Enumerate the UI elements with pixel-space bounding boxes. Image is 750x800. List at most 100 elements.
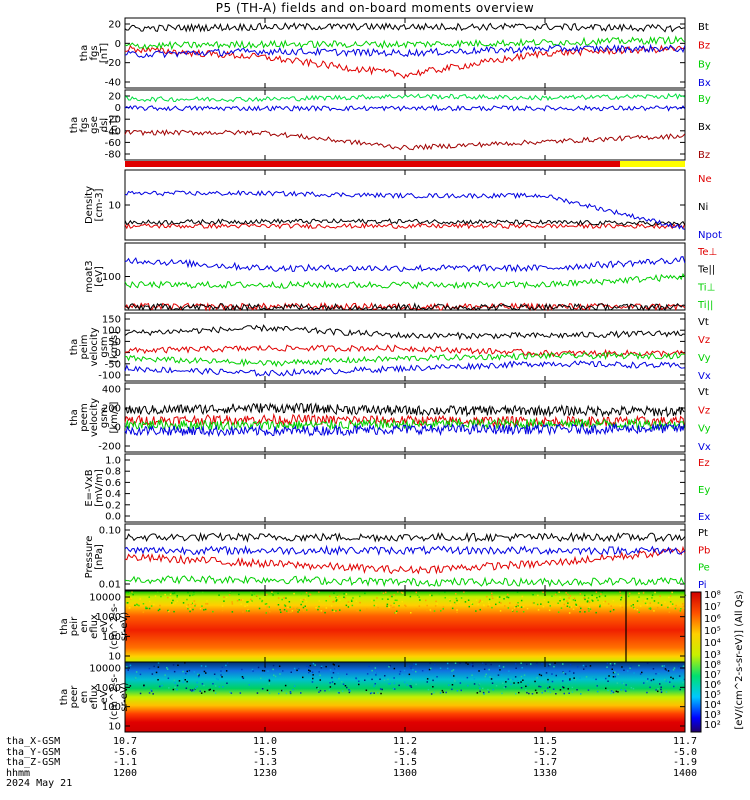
spectrogram-pixel xyxy=(126,666,128,668)
spectrogram-pixel xyxy=(127,591,129,593)
spectrogram-pixel xyxy=(575,603,577,605)
spectrogram-pixel xyxy=(541,692,543,694)
spectrogram-pixel xyxy=(176,596,178,598)
spectrogram-pixel xyxy=(639,605,642,607)
spectrogram-pixel xyxy=(460,597,463,599)
spectrogram-pixel xyxy=(132,593,134,596)
spectrogram-pixel xyxy=(256,595,258,597)
spectrogram-pixel xyxy=(168,687,170,689)
footer-value: 11.5 xyxy=(532,736,558,747)
spectrogram-pixel xyxy=(559,689,562,691)
spectrogram-pixel xyxy=(568,597,570,599)
spectrogram-pixel xyxy=(595,611,597,614)
ylabel-line: sr-eV) xyxy=(119,612,130,641)
spectrogram-pixel xyxy=(386,603,389,606)
spectrogram-pixel xyxy=(500,602,502,604)
spectrogram-pixel xyxy=(351,604,354,607)
spectrogram-pixel xyxy=(536,692,538,694)
spectrogram-pixel xyxy=(435,600,437,603)
spectrogram-pixel xyxy=(570,678,572,680)
spectrogram-pixel xyxy=(317,687,319,689)
spectrogram-pixel xyxy=(446,667,449,670)
spectrogram-pixel xyxy=(551,680,554,683)
spectrogram-pixel xyxy=(611,690,613,693)
colorbar-tick: 10⁴ xyxy=(704,700,721,711)
spectrogram-pixel xyxy=(246,601,248,603)
y-tick-label: -20 xyxy=(105,58,121,69)
spectrogram-pixel xyxy=(250,598,252,601)
spectrogram-pixel xyxy=(453,675,455,677)
spectrogram-pixel xyxy=(630,687,633,689)
spectrogram-pixel xyxy=(267,670,269,672)
spectrogram-pixel xyxy=(621,666,623,668)
legend-Pb: Pb xyxy=(698,545,710,556)
legend-Vx: Vx xyxy=(698,442,711,453)
spectrogram-pixel xyxy=(549,691,552,694)
spectrogram-pixel xyxy=(598,595,601,598)
spectrogram-pixel xyxy=(225,596,228,599)
spectrogram-pixel xyxy=(657,602,660,604)
spectrogram-pixel xyxy=(366,608,368,610)
spectrogram-pixel xyxy=(157,679,159,681)
spectrogram-pixel xyxy=(394,688,396,690)
spectrogram-pixel xyxy=(231,611,234,613)
spectrogram-pixel xyxy=(189,689,192,691)
spectrogram-pixel xyxy=(451,607,454,610)
footer-value: 11.0 xyxy=(252,736,278,747)
legend-Vx: Vx xyxy=(698,371,711,382)
spectrogram-pixel xyxy=(401,674,404,676)
spectrogram-pixel xyxy=(186,680,188,683)
spectrogram-pixel xyxy=(159,685,161,688)
spectrogram-pixel xyxy=(304,605,306,607)
spectrogram-pixel xyxy=(567,593,569,596)
spectrogram-pixel xyxy=(143,684,145,686)
spectrogram-pixel xyxy=(562,680,564,682)
spectrogram-pixel xyxy=(288,601,291,603)
spectrogram-pixel xyxy=(329,686,332,688)
spectrogram-pixel xyxy=(312,674,314,676)
spectrogram-pixel xyxy=(318,591,320,593)
spectrogram-pixel xyxy=(135,671,138,673)
spectrogram-pixel xyxy=(429,667,432,670)
spectrogram-pixel xyxy=(450,603,452,606)
spectrogram-pixel xyxy=(506,596,508,598)
spectrogram-pixel xyxy=(601,591,603,593)
spectrogram-pixel xyxy=(281,598,283,601)
spectrogram-pixel xyxy=(204,690,206,693)
spectrogram-pixel xyxy=(653,600,656,602)
spectrogram-pixel xyxy=(393,594,395,596)
spectrogram-pixel xyxy=(304,598,307,600)
spectrogram-pixel xyxy=(157,662,160,664)
spectrogram-pixel xyxy=(231,601,233,603)
spectrogram-pixel xyxy=(551,595,553,597)
spectrogram-pixel xyxy=(393,602,395,604)
spectrogram-pixel xyxy=(397,591,399,593)
spectrogram-pixel xyxy=(584,594,586,597)
spectrogram-pixel xyxy=(591,594,593,596)
spectrogram-pixel xyxy=(239,692,242,694)
spectrogram-pixel xyxy=(341,690,344,692)
spectrogram-pixel xyxy=(333,610,335,613)
spectrogram-pixel xyxy=(412,669,414,671)
spectrogram-pixel xyxy=(538,685,540,688)
spectrogram-pixel xyxy=(568,612,571,614)
spectrogram-pixel xyxy=(548,609,551,611)
spectrogram-pixel xyxy=(674,607,677,610)
spectrogram-pixel xyxy=(588,610,590,612)
spectrogram-pixel xyxy=(251,668,254,671)
spectrogram-pixel xyxy=(663,665,665,667)
spectrogram-pixel xyxy=(252,670,254,672)
spectrogram-pixel xyxy=(453,601,456,604)
spectrogram-pixel xyxy=(302,606,305,609)
legend-Pe: Pe xyxy=(698,563,710,574)
spectrogram-pixel xyxy=(588,601,591,604)
spectrogram-pixel xyxy=(258,607,261,610)
spectrogram-pixel xyxy=(186,605,188,608)
spectrogram-pixel xyxy=(632,604,634,606)
spectrogram-pixel xyxy=(131,591,133,593)
series-pressure-Pb xyxy=(124,545,686,575)
spectrogram-pixel xyxy=(619,605,622,607)
spectrogram-pixel xyxy=(617,691,619,693)
spectrogram-pixel xyxy=(488,691,490,693)
spectrogram-pixel xyxy=(214,692,217,694)
